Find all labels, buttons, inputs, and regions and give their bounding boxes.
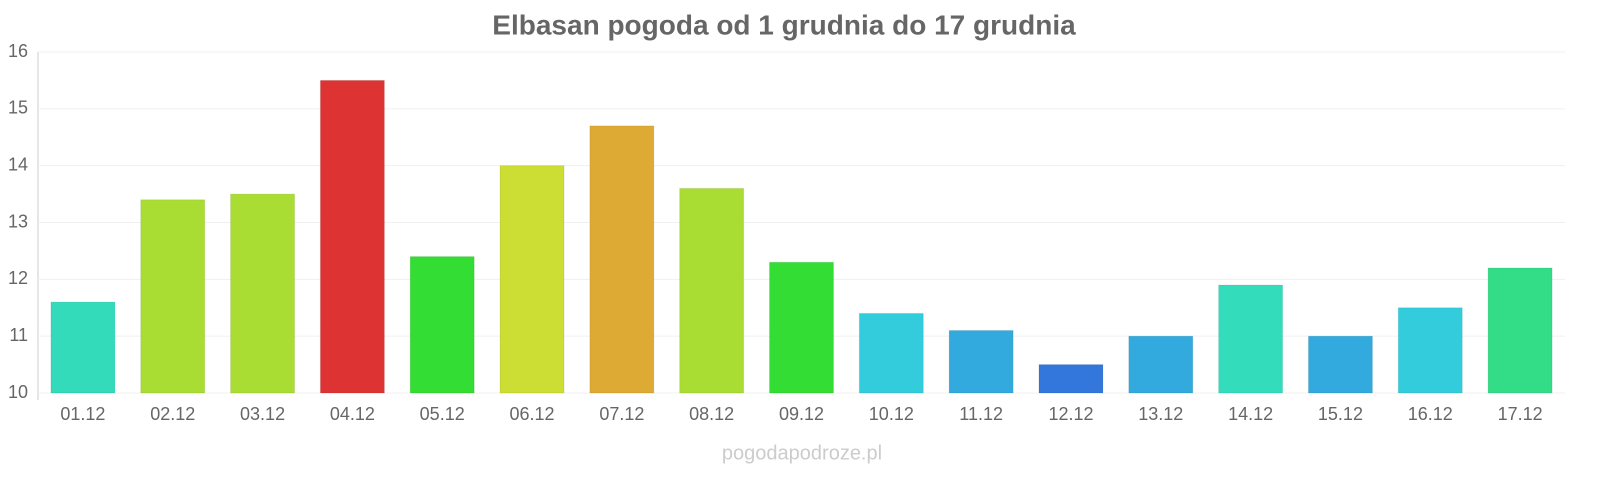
bar: [1307, 335, 1373, 394]
x-tick-label: 07.12: [599, 404, 644, 424]
y-tick-label: 15: [8, 98, 28, 118]
bar: [948, 329, 1014, 394]
source: pogodapodroze.pl: [722, 442, 882, 464]
x-tick-label: 17.12: [1498, 404, 1543, 424]
bar: [858, 312, 924, 394]
bar: [230, 193, 296, 394]
bar: [679, 187, 745, 394]
y-tick-label: 11: [9, 325, 28, 345]
x-tick-label: 03.12: [240, 404, 285, 424]
bar: [589, 125, 655, 394]
x-tick-label: 08.12: [689, 404, 734, 424]
x-tick-label: 11.12: [959, 404, 1003, 424]
x-tick-label: 02.12: [150, 404, 195, 424]
y-tick-label: 13: [8, 211, 28, 231]
x-tick-label: 01.12: [60, 404, 105, 424]
bar: [1038, 364, 1104, 394]
x-tick-label: 05.12: [420, 404, 465, 424]
y-tick-label: 16: [8, 41, 28, 61]
bar: [1218, 284, 1284, 394]
y-tick-label: 10: [8, 382, 28, 402]
x-tick-label: 10.12: [869, 404, 914, 424]
bar: [499, 165, 565, 394]
bar: [50, 301, 116, 394]
bar: [1128, 335, 1194, 394]
x-tick-label: 15.12: [1318, 404, 1363, 424]
y-tick-label: 12: [8, 268, 28, 288]
bar: [409, 256, 475, 394]
bar: [1487, 267, 1553, 394]
bar: [319, 79, 385, 394]
x-tick-label: 13.12: [1138, 404, 1183, 424]
x-tick-label: 09.12: [779, 404, 824, 424]
x-tick-label: 12.12: [1048, 404, 1093, 424]
x-tick-label: 04.12: [330, 404, 375, 424]
chart-title: Elbasan pogoda od 1 grudnia do 17 grudni…: [492, 9, 1076, 40]
bar: [1397, 307, 1463, 394]
bar: [140, 199, 206, 394]
bar: [769, 261, 834, 394]
x-tick-label: 06.12: [510, 404, 555, 424]
x-tick-label: 14.12: [1228, 404, 1273, 424]
x-tick-label: 16.12: [1408, 404, 1453, 424]
y-tick-label: 14: [8, 154, 28, 174]
